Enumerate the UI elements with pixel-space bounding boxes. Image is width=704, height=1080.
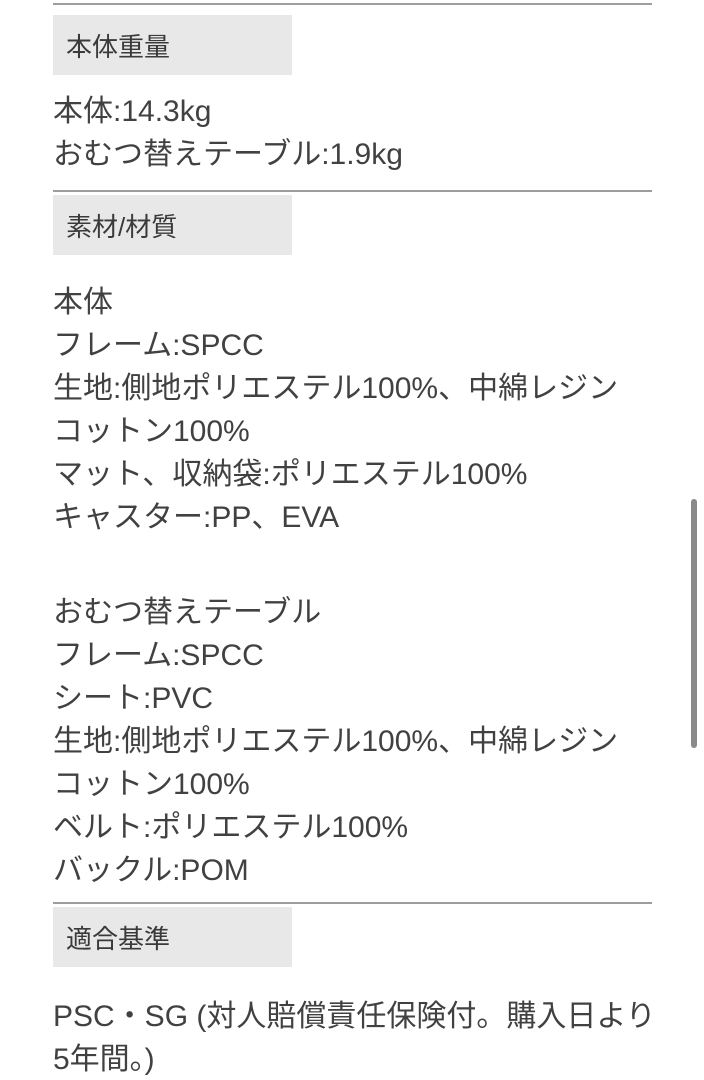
section-body-materials-main: 本体 フレーム:SPCC 生地:側地ポリエステル100%、中綿レジン コットン1… [53, 281, 652, 539]
spec-line: コットン100% [53, 768, 250, 801]
section-body-weight: 本体:14.3kg おむつ替えテーブル:1.9kg [53, 90, 652, 176]
spec-line: おむつ替えテーブル [53, 596, 322, 629]
spec-line: 本体 [53, 286, 113, 319]
spec-content-column: 本体重量 本体:14.3kg おむつ替えテーブル:1.9kg 素材/材質 本体 … [53, 0, 656, 1080]
spec-line: 生地:側地ポリエステル100%、中綿レジン [53, 725, 619, 758]
scrollbar-thumb[interactable] [691, 499, 697, 748]
section-title: 素材/材質 [66, 211, 178, 242]
spec-line: バックル:POM [53, 854, 249, 887]
section-header-weight: 本体重量 [53, 15, 292, 75]
spec-line: マット、収納袋:ポリエステル100% [53, 458, 528, 491]
spec-line: おむつ替えテーブル:1.9kg [53, 138, 403, 171]
spec-line: コットン100% [53, 415, 250, 448]
section-header-materials: 素材/材質 [53, 195, 292, 255]
spec-line: 生地:側地ポリエステル100%、中綿レジン [53, 372, 619, 405]
section-body-materials-table: おむつ替えテーブル フレーム:SPCC シート:PVC 生地:側地ポリエステル1… [53, 591, 652, 892]
section-divider [53, 902, 652, 904]
section-title: 適合基準 [66, 923, 171, 954]
spec-line: フレーム:SPCC [53, 329, 264, 362]
spec-line: 本体:14.3kg [53, 95, 212, 128]
section-body-standards: PSC・SG (対人賠償責任保険付。購入日より 5年間。) [53, 995, 656, 1080]
section-title: 本体重量 [66, 31, 171, 62]
spec-line: 5年間。) [53, 1043, 155, 1076]
section-divider [53, 190, 652, 192]
section-header-standards: 適合基準 [53, 907, 292, 967]
spec-line: PSC・SG (対人賠償責任保険付。購入日より [53, 1000, 656, 1033]
section-divider [53, 3, 652, 5]
spec-line: ベルト:ポリエステル100% [53, 811, 409, 844]
spec-line: フレーム:SPCC [53, 639, 264, 672]
spec-line: シート:PVC [53, 682, 214, 715]
spec-line: キャスター:PP、EVA [53, 501, 340, 534]
